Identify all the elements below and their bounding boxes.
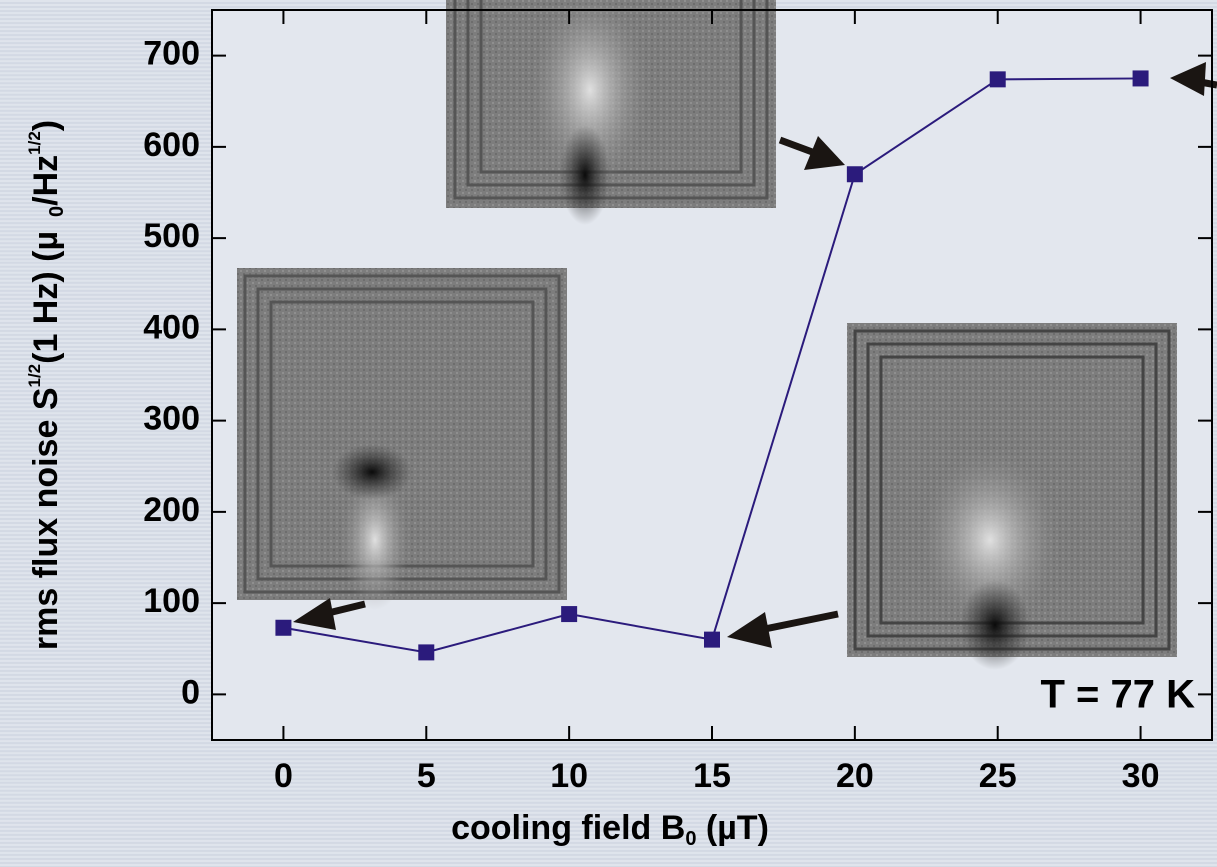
y-label-sub: 0 xyxy=(46,206,68,217)
data-point xyxy=(989,71,1006,88)
x-label-part: cooling field B xyxy=(451,809,685,847)
x-axis-label: cooling field B0 (µT) xyxy=(451,809,769,850)
x-label-sub: 0 xyxy=(685,828,696,850)
y-label-sup: 1/2 xyxy=(25,131,44,155)
x-tick-label: 0 xyxy=(274,757,293,795)
y-axis-label: rms flux noise S1/2(1 Hz) (µ0/Hz1/2) xyxy=(25,120,68,650)
y-tick-label: 700 xyxy=(143,35,200,73)
data-point xyxy=(418,644,435,661)
y-tick-label: 600 xyxy=(143,126,200,164)
y-tick-label: 500 xyxy=(143,217,200,255)
y-label-part: (1 Hz) (µ xyxy=(27,231,65,364)
annotation: T = 77 K xyxy=(1040,673,1195,717)
x-label-part: (µT) xyxy=(696,809,768,847)
x-tick-label: 15 xyxy=(693,757,731,795)
data-point xyxy=(275,619,292,636)
inset-top xyxy=(446,0,776,225)
data-point xyxy=(704,631,720,648)
y-tick-label: 300 xyxy=(143,400,200,438)
x-tick-label: 25 xyxy=(979,757,1017,795)
y-tick-label: 200 xyxy=(143,491,200,529)
inset-right xyxy=(847,323,1177,670)
data-point xyxy=(846,166,863,183)
x-tick-label: 30 xyxy=(1122,757,1160,795)
data-point xyxy=(561,606,578,623)
y-tick-label: 0 xyxy=(181,673,200,711)
inset-left xyxy=(237,268,567,610)
y-label-part: ) xyxy=(27,120,65,131)
x-tick-label: 5 xyxy=(417,757,436,795)
y-label-sup: 1/2 xyxy=(25,364,44,388)
y-label-part: rms flux noise S xyxy=(27,388,65,651)
plot xyxy=(275,70,1149,661)
arrows xyxy=(293,62,1217,648)
y-label-part: /Hz xyxy=(27,155,65,206)
data-point xyxy=(1132,70,1149,87)
y-tick-label: 400 xyxy=(143,308,200,346)
x-tick-label: 20 xyxy=(836,757,874,795)
y-tick-label: 100 xyxy=(143,582,200,620)
x-tick-label: 10 xyxy=(550,757,588,795)
